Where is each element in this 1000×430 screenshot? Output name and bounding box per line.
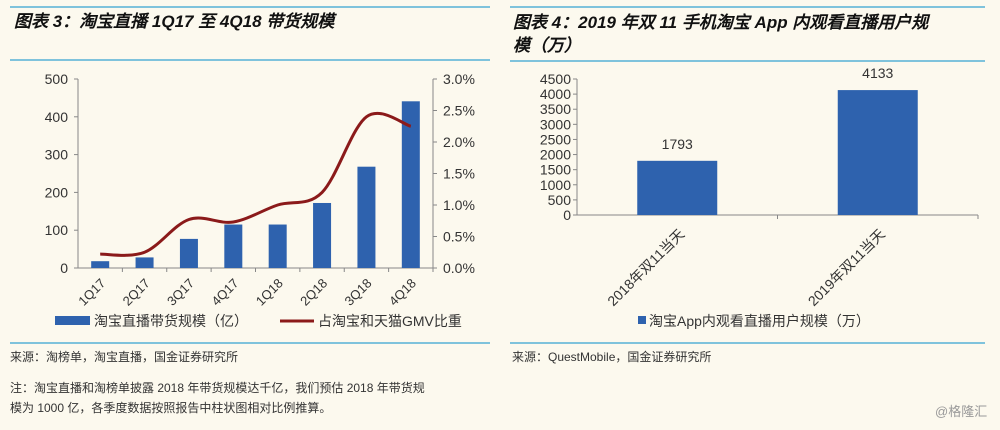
right-y-tick-label: 0.5% (443, 229, 475, 245)
bar-2018年双11当天 (637, 160, 718, 215)
x-tick-label: 2Q17 (120, 276, 153, 309)
left-y-tick-label: 300 (45, 147, 69, 163)
bar-4Q17 (224, 224, 243, 268)
chart4-title: 图表 4：2019 年双 11 手机淘宝 App 内观看直播用户规 模（万） (513, 11, 928, 57)
y-tick-label: 500 (548, 192, 572, 208)
right-y-tick-label: 2.5% (443, 103, 475, 119)
right-top-rule (510, 6, 985, 8)
bar-2Q18 (313, 202, 332, 268)
chart4-title-line1: 图表 4：2019 年双 11 手机淘宝 App 内观看直播用户规 (513, 13, 929, 32)
x-tick-label: 4Q18 (386, 276, 419, 309)
legend-label: 淘宝App内观看直播用户规模（万） (649, 313, 870, 329)
right-y-tick-label: 2.0% (443, 134, 475, 150)
x-tick-label: 2Q18 (297, 276, 330, 309)
bar-2Q17 (135, 257, 154, 268)
right-y-tick-label: 1.0% (443, 197, 475, 213)
legend-swatch (638, 316, 646, 324)
left-bottom-rule (10, 342, 490, 344)
chart3-note-line2: 模为 1000 亿，各季度数据按照报告中柱状图相对比例推算。 (10, 401, 332, 415)
y-tick-label: 3500 (540, 101, 571, 117)
chart3-title: 图表 3：淘宝直播 1Q17 至 4Q18 带货规模 (14, 12, 335, 31)
chart4-source: 来源：QuestMobile，国金证券研究所 (512, 350, 712, 364)
watermark: @格隆汇 (935, 404, 988, 419)
bar-3Q18 (357, 166, 376, 268)
y-tick-label: 2000 (540, 147, 571, 163)
y-tick-label: 1000 (540, 177, 571, 193)
left-y-tick-label: 400 (45, 109, 69, 125)
x-tick-label: 2019年双11当天 (805, 226, 888, 309)
data-label: 1793 (662, 136, 693, 152)
left-y-tick-label: 500 (45, 71, 69, 87)
y-tick-label: 3000 (540, 116, 571, 132)
right-y-tick-label: 1.5% (443, 166, 475, 182)
x-tick-label: 2018年双11当天 (604, 226, 687, 309)
bar-3Q17 (179, 238, 198, 268)
bar-1Q17 (91, 261, 110, 268)
bar-1Q18 (268, 224, 287, 268)
right-y-tick-label: 3.0% (443, 71, 475, 87)
y-tick-label: 2500 (540, 131, 571, 147)
left-y-tick-label: 0 (60, 260, 68, 276)
y-tick-label: 0 (563, 207, 571, 223)
right-title-rule (510, 60, 985, 62)
left-y-tick-label: 200 (45, 184, 69, 200)
x-tick-label: 3Q18 (341, 276, 374, 309)
bar-2019年双11当天 (837, 90, 918, 215)
legend-bar-label: 淘宝直播带货规模（亿） (94, 313, 248, 329)
right-y-tick-label: 0.0% (443, 260, 475, 276)
left-y-tick-label: 100 (45, 222, 69, 238)
chart3-note: 注：淘宝直播和淘榜单披露 2018 年带货规模达千亿，我们预估 2018 年带货… (10, 378, 425, 418)
legend-line-label: 占淘宝和天猫GMV比重 (318, 313, 462, 329)
left-title-rule (10, 59, 490, 61)
left-top-rule (10, 6, 490, 8)
y-tick-label: 4000 (540, 86, 571, 102)
gmv-share-line (100, 111, 412, 257)
x-tick-label: 1Q18 (253, 276, 286, 309)
chart3-note-line1: 注：淘宝直播和淘榜单披露 2018 年带货规模达千亿，我们预估 2018 年带货… (10, 381, 425, 395)
x-tick-label: 1Q17 (75, 276, 108, 309)
chart4-title-line2: 模（万） (513, 36, 581, 55)
x-tick-label: 3Q17 (164, 276, 197, 309)
y-tick-label: 4500 (540, 71, 571, 87)
y-tick-label: 1500 (540, 162, 571, 178)
chart3-source: 来源：淘榜单，淘宝直播，国金证券研究所 (10, 350, 239, 364)
x-tick-label: 4Q17 (208, 276, 241, 309)
data-label: 4133 (862, 65, 893, 81)
bar-4Q18 (401, 101, 420, 268)
charts-svg: 0 100 200 300 400 500 0.0% 0.5% 1.0% 1.5% 2.0% 2.5%… (45, 65, 979, 329)
legend-bar-swatch (55, 316, 90, 325)
right-bottom-rule (510, 342, 985, 344)
